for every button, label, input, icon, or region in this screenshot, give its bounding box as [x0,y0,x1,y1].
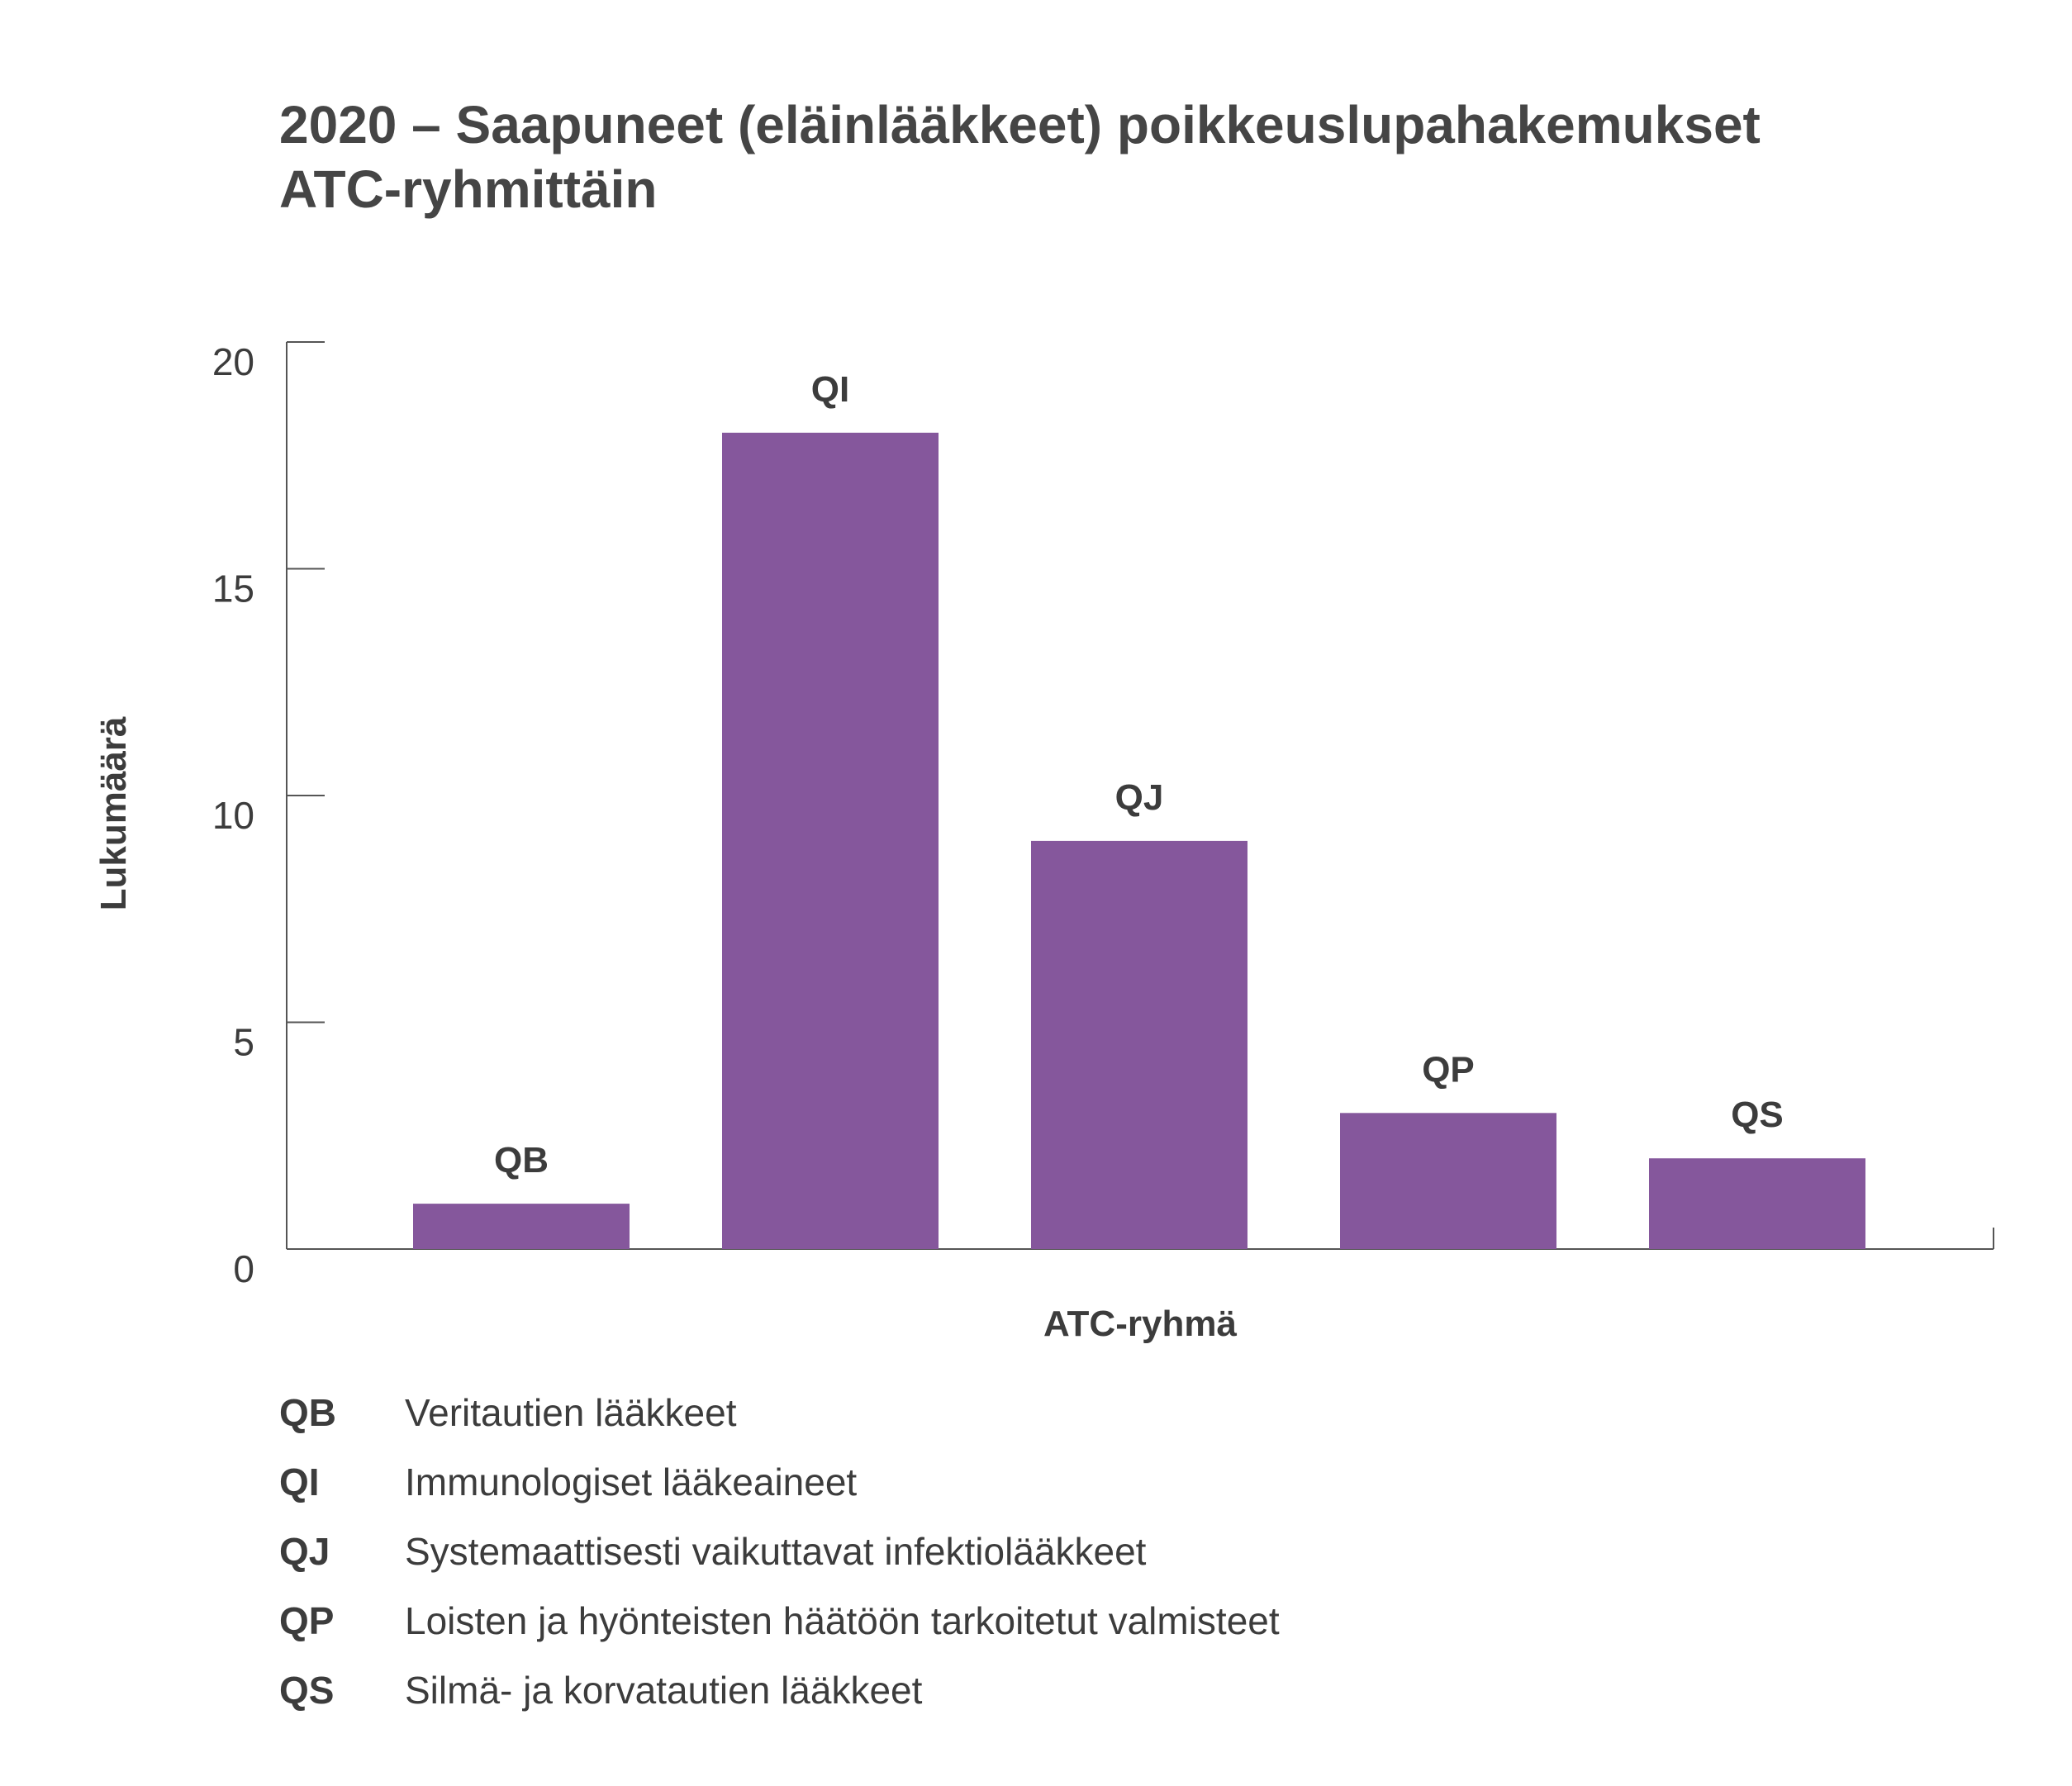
chart-subtitle: ATC-ryhmittäin [279,159,658,219]
bar-label: QB [494,1140,549,1180]
y-tick-label: 10 [212,794,254,837]
bar-qj [1031,840,1247,1249]
y-tick-label: 15 [212,568,254,610]
bar-qs [1649,1158,1865,1249]
legend-description: Loisten ja hyönteisten häätöön tarkoitet… [405,1599,1280,1642]
legend-description: Veritautien lääkkeet [405,1391,737,1434]
y-tick-label: 5 [233,1021,254,1064]
bar-qp [1340,1113,1556,1249]
y-tick-label: 0 [233,1247,254,1290]
bar-labels: QB QI QJ QP QS [494,369,1784,1180]
legend-code: QJ [279,1530,330,1573]
legend-description: Silmä- ja korvatautien lääkkeet [405,1669,923,1712]
bar-label: QP [1422,1049,1475,1090]
legend-description: Systemaattisesti vaikuttavat infektiolää… [405,1530,1147,1573]
legend-code: QB [279,1391,336,1434]
legend-code: QS [279,1669,335,1712]
bar-label: QI [811,369,849,410]
bar-label: QJ [1115,777,1164,818]
chart-title: 2020 – Saapuneet (eläinlääkkeet) poikkeu… [279,95,1761,154]
bar-label: QS [1731,1095,1784,1135]
legend-description: Immunologiset lääkeaineet [405,1461,858,1503]
y-axis-label: Lukumäärä [93,716,134,910]
chart-title-block: 2020 – Saapuneet (eläinlääkkeet) poikkeu… [279,93,1761,221]
chart-bars [413,432,1865,1249]
bar-qi [722,432,939,1249]
x-axis-label: ATC-ryhmä [1043,1304,1237,1344]
legend-code: QP [279,1599,335,1642]
y-axis-ticks: 0 5 10 15 20 [212,340,325,1290]
bar-qb [413,1204,630,1249]
legend-code: QI [279,1461,320,1503]
y-tick-label: 20 [212,340,254,383]
